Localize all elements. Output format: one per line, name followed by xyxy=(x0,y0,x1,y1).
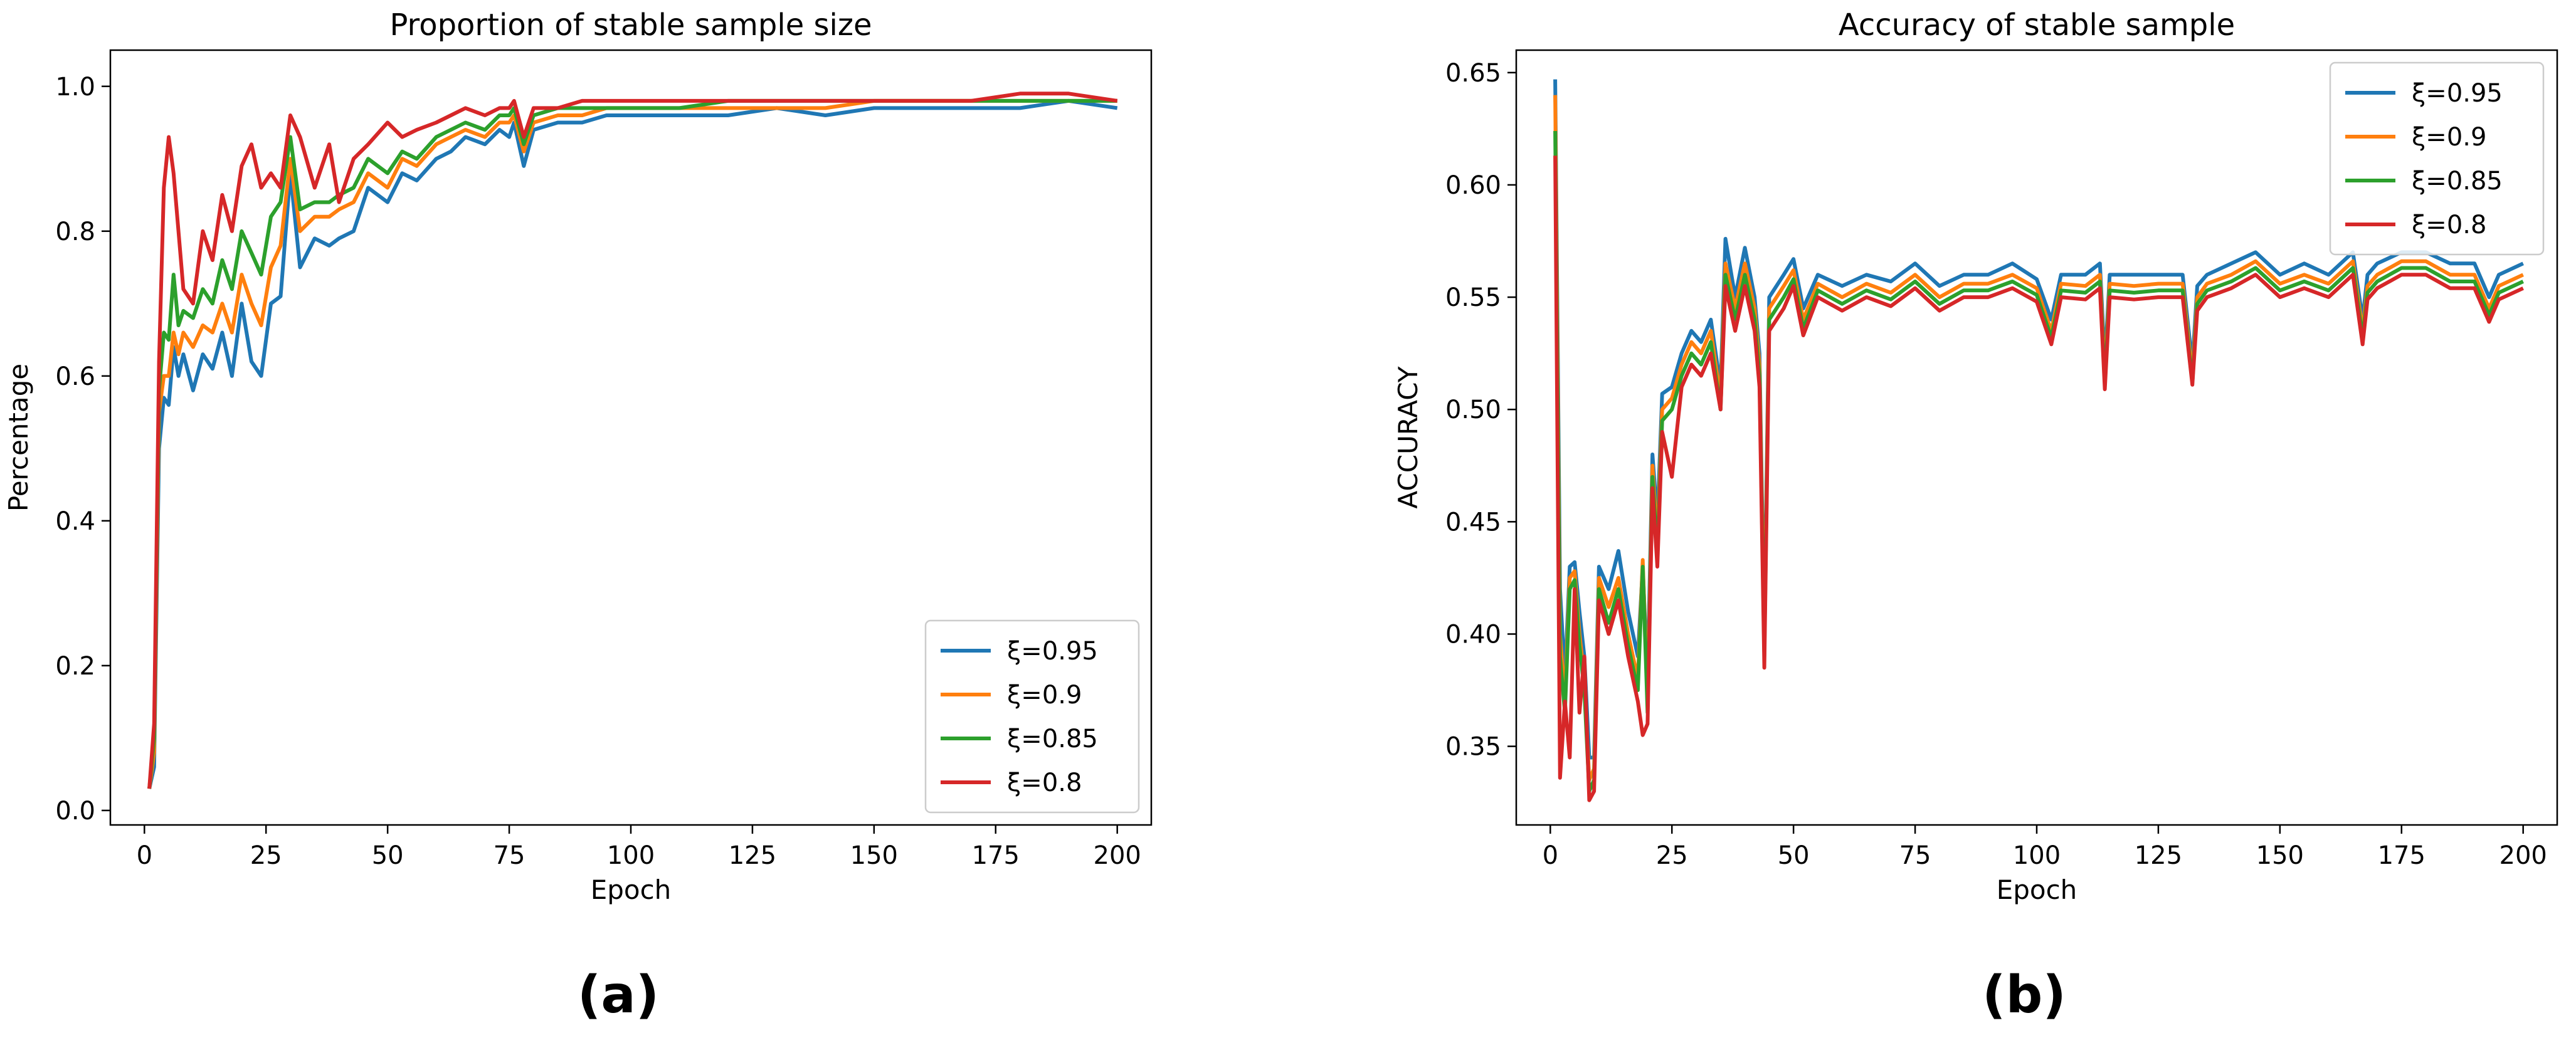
series-line-1 xyxy=(147,98,1118,789)
x-tick-label: 25 xyxy=(250,841,282,870)
legend-entry: ξ=0.8 xyxy=(1007,769,1082,797)
y-tick-label: 0.4 xyxy=(55,507,95,536)
series-line-2 xyxy=(1553,95,2524,782)
legend: ξ=0.95 ξ=0.9 ξ=0.85 ξ=0.8 xyxy=(2329,61,2545,256)
x-tick-label: 200 xyxy=(2499,841,2547,870)
x-tick-label: 175 xyxy=(2378,841,2426,870)
y-tick-label: 0.35 xyxy=(1445,733,1501,762)
y-tick-label: 0.50 xyxy=(1445,396,1501,424)
series-line-3 xyxy=(147,98,1117,789)
legend: ξ=0.95 ξ=0.9 ξ=0.85 ξ=0.8 xyxy=(924,619,1140,814)
chart-title: Accuracy of stable sample xyxy=(1839,8,2235,43)
series-line-4 xyxy=(147,92,1118,789)
x-tick-label: 25 xyxy=(1656,841,1688,870)
x-axis-label: Epoch xyxy=(591,874,672,905)
legend-entry: ξ=0.8 xyxy=(2412,211,2486,239)
x-tick-label: 100 xyxy=(2013,841,2061,870)
chart-title: Proportion of stable sample size xyxy=(389,8,872,43)
legend-entry: ξ=0.85 xyxy=(2412,167,2503,196)
panel-label-a: (a) xyxy=(577,965,660,1025)
panel-label-b: (b) xyxy=(1982,965,2066,1025)
legend-entry: ξ=0.9 xyxy=(2412,123,2486,152)
chart-panel-b: 0 25 50 75 100 125 150 175 200 0.35 0.40 0.45 0.50 0.… xyxy=(1393,8,2558,905)
y-tick-label: 0.65 xyxy=(1445,59,1501,88)
x-tick-label: 0 xyxy=(137,841,152,870)
series-line-3 xyxy=(1553,130,2524,794)
y-tick-label: 0.2 xyxy=(55,652,95,681)
x-tick-label: 50 xyxy=(372,841,404,870)
y-tick-label: 0.40 xyxy=(1445,620,1501,649)
series-line-4 xyxy=(1553,155,2524,802)
x-tick-label: 100 xyxy=(607,841,655,870)
legend-entry: ξ=0.85 xyxy=(1007,725,1098,753)
x-tick-label: 175 xyxy=(972,841,1020,870)
x-tick-label: 125 xyxy=(2135,841,2182,870)
y-axis-label: Percentage xyxy=(3,364,34,512)
x-tick-label: 125 xyxy=(729,841,776,870)
chart-panel-a: 0 25 50 75 100 125 150 175 200 0.0 0.2 0.4 0.6 0.8 1.0… xyxy=(3,8,1153,905)
legend-box xyxy=(924,619,1140,814)
y-tick-label: 0.45 xyxy=(1445,508,1501,537)
x-tick-label: 50 xyxy=(1778,841,1810,870)
x-axis-label: Epoch xyxy=(1997,874,2077,905)
y-tick-label: 0.60 xyxy=(1445,171,1501,200)
x-tick-label: 150 xyxy=(850,841,898,870)
y-tick-label: 0.0 xyxy=(55,797,95,826)
y-axis-label: ACCURACY xyxy=(1393,366,1423,508)
x-tick-label: 75 xyxy=(1899,841,1931,870)
legend-entry: ξ=0.95 xyxy=(1007,637,1098,666)
x-tick-label: 75 xyxy=(494,841,525,870)
legend-entry: ξ=0.95 xyxy=(2412,79,2503,108)
x-tick-label: 150 xyxy=(2256,841,2304,870)
x-tick-label: 200 xyxy=(1094,841,1141,870)
y-tick-label: 0.55 xyxy=(1445,283,1501,312)
legend-entry: ξ=0.9 xyxy=(1007,681,1082,710)
series-line-1 xyxy=(1553,79,2524,760)
y-tick-label: 1.0 xyxy=(55,73,95,102)
series-line-2 xyxy=(147,98,1117,789)
y-tick-label: 0.6 xyxy=(55,362,95,391)
legend-box xyxy=(2329,61,2545,256)
y-tick-label: 0.8 xyxy=(55,218,95,246)
x-tick-label: 0 xyxy=(1543,841,1558,870)
